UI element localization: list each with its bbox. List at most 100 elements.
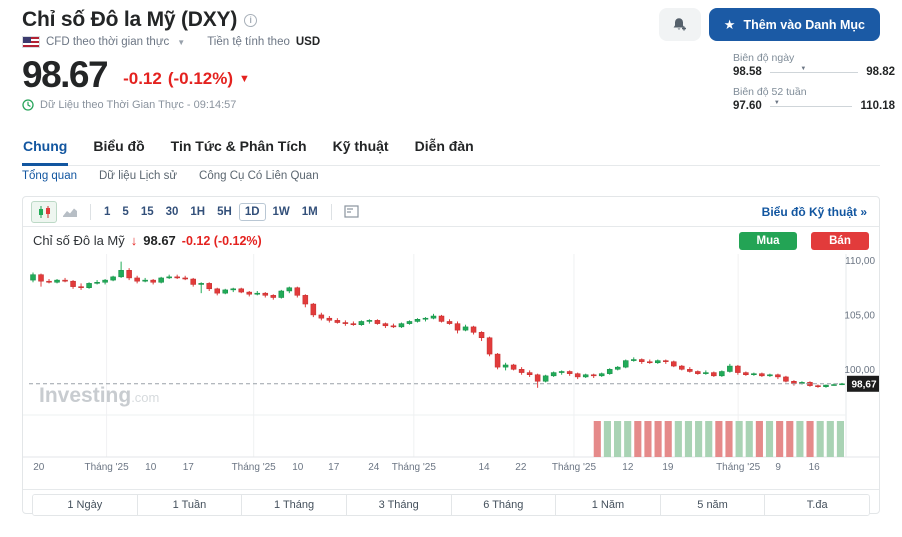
day-range-marker: ▼	[800, 65, 807, 72]
volume-series	[593, 421, 844, 457]
svg-text:Tháng '25: Tháng '25	[392, 462, 437, 473]
svg-text:12: 12	[622, 462, 634, 473]
svg-text:10: 10	[145, 462, 157, 473]
svg-text:110,00: 110,00	[845, 256, 875, 267]
tab-Tin Tức & Phân Tích[interactable]: Tin Tức & Phân Tích	[170, 138, 307, 154]
panel-layout-icon	[344, 205, 359, 218]
chart-change: -0.12 (-0.12%)	[181, 233, 262, 248]
svg-text:10: 10	[292, 462, 304, 473]
time-range-row: 1 Ngày 1 Tuần 1 Tháng 3 Tháng 6 Tháng 1 Năm 5 …	[23, 489, 879, 520]
w52-range-low: 97.60	[733, 100, 762, 112]
candlestick-chart-type-button[interactable]	[31, 200, 57, 223]
day-range-row: 98.58 ▼ 98.82	[733, 66, 895, 79]
area-chart-type-button[interactable]	[57, 201, 83, 223]
day-range-high: 98.82	[866, 66, 895, 78]
svg-text:22: 22	[515, 462, 527, 473]
svg-text:Tháng '25: Tháng '25	[716, 462, 761, 473]
svg-text:17: 17	[183, 462, 195, 473]
chevron-down-icon[interactable]: ▼	[177, 37, 186, 47]
main-tabs: Chung Biểu đồ Tin Tức & Phân Tích Kỹ thuật D…	[22, 131, 880, 166]
page-header: Chỉ số Đô la Mỹ (DXY) i	[22, 8, 258, 32]
instrument-type-label[interactable]: CFD theo thời gian thực	[46, 36, 170, 48]
chart-header: Chỉ số Đô la Mỹ ↓ 98.67 -0.12 (-0.12%) M…	[23, 227, 879, 254]
add-watchlist-label: Thêm vào Danh Mục	[743, 17, 865, 32]
candlestick-series	[30, 261, 845, 388]
interval-5H[interactable]: 5H	[217, 205, 232, 218]
interval-15[interactable]: 15	[140, 205, 154, 218]
main-tabs-bar: Chung Biểu đồ Tin Tức & Phân Tích Kỹ thuật D…	[22, 131, 880, 166]
range-button-3 Tháng[interactable]: 3 Tháng	[345, 495, 451, 515]
sub-tabs: Tổng quan Dữ liệu Lịch sử Công Cụ Có Liên …	[22, 170, 319, 182]
subtab-Dữ liệu Lịch sử[interactable]: Dữ liệu Lịch sử	[99, 170, 178, 182]
currency-label: Tiền tệ tính theo	[207, 36, 290, 48]
area-chart-icon	[63, 208, 77, 217]
technical-chart-link[interactable]: Biểu đồ Kỹ thuật »	[761, 204, 867, 219]
instrument-meta: CFD theo thời gian thực ▼ Tiền tệ tính t…	[22, 36, 320, 48]
star-icon: ★	[723, 16, 736, 32]
range-button-6 Tháng[interactable]: 6 Tháng	[450, 495, 556, 515]
time-range-buttons: 1 Ngày 1 Tuần 1 Tháng 3 Tháng 6 Tháng 1 Năm 5 …	[32, 494, 870, 516]
chart-price: 98.67	[143, 233, 176, 248]
info-icon[interactable]: i	[244, 13, 258, 27]
alert-button[interactable]	[658, 8, 701, 41]
range-button-1 Tuần[interactable]: 1 Tuần	[136, 495, 242, 515]
interval-1[interactable]: 1	[104, 205, 111, 218]
interval-1D[interactable]: 1D	[238, 202, 266, 221]
interval-1H[interactable]: 1H	[190, 205, 206, 218]
interval-buttons: 1 5 15 30 1H 5H 1D 1W 1M	[98, 202, 324, 221]
down-triangle-icon: ▼	[239, 73, 250, 85]
svg-text:98,67: 98,67	[851, 379, 876, 390]
svg-text:9: 9	[775, 462, 781, 473]
subtab-Tổng quan[interactable]: Tổng quan	[22, 170, 77, 182]
svg-text:Tháng '25: Tháng '25	[85, 462, 130, 473]
tab-Diễn đàn[interactable]: Diễn đàn	[414, 138, 474, 154]
range-button-1 Tháng[interactable]: 1 Tháng	[241, 495, 346, 515]
svg-text:16: 16	[809, 462, 821, 473]
svg-text:20: 20	[33, 462, 45, 473]
change-value: -0.12	[123, 69, 162, 88]
range-stats: Biên độ ngày 98.58 ▼ 98.82 Biên độ 52 tu…	[733, 52, 895, 120]
realtime-label: Dữ Liệu theo Thời Gian Thực - 09:14:57	[40, 99, 237, 111]
price-change: -0.12 (-0.12%) ▼	[123, 69, 250, 93]
tab-Chung[interactable]: Chung	[22, 131, 69, 166]
day-range-track: ▼	[769, 66, 859, 73]
range-button-T.đa[interactable]: T.đa	[764, 495, 869, 515]
header-actions: ★ Thêm vào Danh Mục	[658, 8, 880, 41]
buy-button[interactable]: Mua	[739, 231, 797, 250]
w52-range-track: ▼	[769, 100, 853, 107]
subtab-Công Cụ Có Liên Quan[interactable]: Công Cụ Có Liên Quan	[199, 170, 319, 182]
add-watchlist-button[interactable]: ★ Thêm vào Danh Mục	[708, 8, 880, 41]
svg-text:105,00: 105,00	[844, 310, 875, 321]
svg-text:17: 17	[328, 462, 340, 473]
indicators-panel-button[interactable]	[339, 201, 365, 223]
interval-1W[interactable]: 1W	[272, 205, 290, 218]
currency-value: USD	[295, 36, 321, 48]
w52-range-label: Biên độ 52 tuần	[733, 86, 807, 98]
svg-text:100,00: 100,00	[844, 365, 875, 376]
svg-text:Tháng '25: Tháng '25	[552, 462, 597, 473]
svg-text:19: 19	[662, 462, 674, 473]
svg-text:24: 24	[368, 462, 380, 473]
realtime-row: Dữ Liệu theo Thời Gian Thực - 09:14:57	[22, 99, 236, 111]
tab-Biểu đồ[interactable]: Biểu đồ	[93, 138, 145, 154]
svg-text:14: 14	[479, 462, 491, 473]
price-tag	[847, 375, 881, 392]
interval-1M[interactable]: 1M	[301, 205, 318, 218]
down-arrow-icon: ↓	[130, 233, 138, 248]
tab-Kỹ thuật[interactable]: Kỹ thuật	[332, 138, 389, 154]
day-range-label: Biên độ ngày	[733, 52, 795, 64]
range-button-1 Ngày[interactable]: 1 Ngày	[33, 495, 137, 515]
w52-range-marker: ▼	[773, 99, 780, 106]
range-button-5 năm[interactable]: 5 năm	[659, 495, 765, 515]
w52-range-row: 97.60 ▼ 110.18	[733, 100, 895, 113]
interval-30[interactable]: 30	[165, 205, 179, 218]
chart-instrument-name: Chỉ số Đô la Mỹ	[33, 233, 125, 248]
price-block: 98.67 -0.12 (-0.12%) ▼	[22, 56, 250, 93]
chart-toolbar: 1 5 15 30 1H 5H 1D 1W 1M Biểu đồ Kỹ thuật »	[23, 197, 879, 227]
interval-5[interactable]: 5	[122, 205, 129, 218]
range-button-1 Năm[interactable]: 1 Năm	[555, 495, 660, 515]
day-range-low: 98.58	[733, 66, 762, 78]
price-chart[interactable]: Investing.com 98,67 110,00 105,00 100,00 20 Th…	[23, 254, 881, 484]
sell-button[interactable]: Bán	[811, 231, 869, 250]
